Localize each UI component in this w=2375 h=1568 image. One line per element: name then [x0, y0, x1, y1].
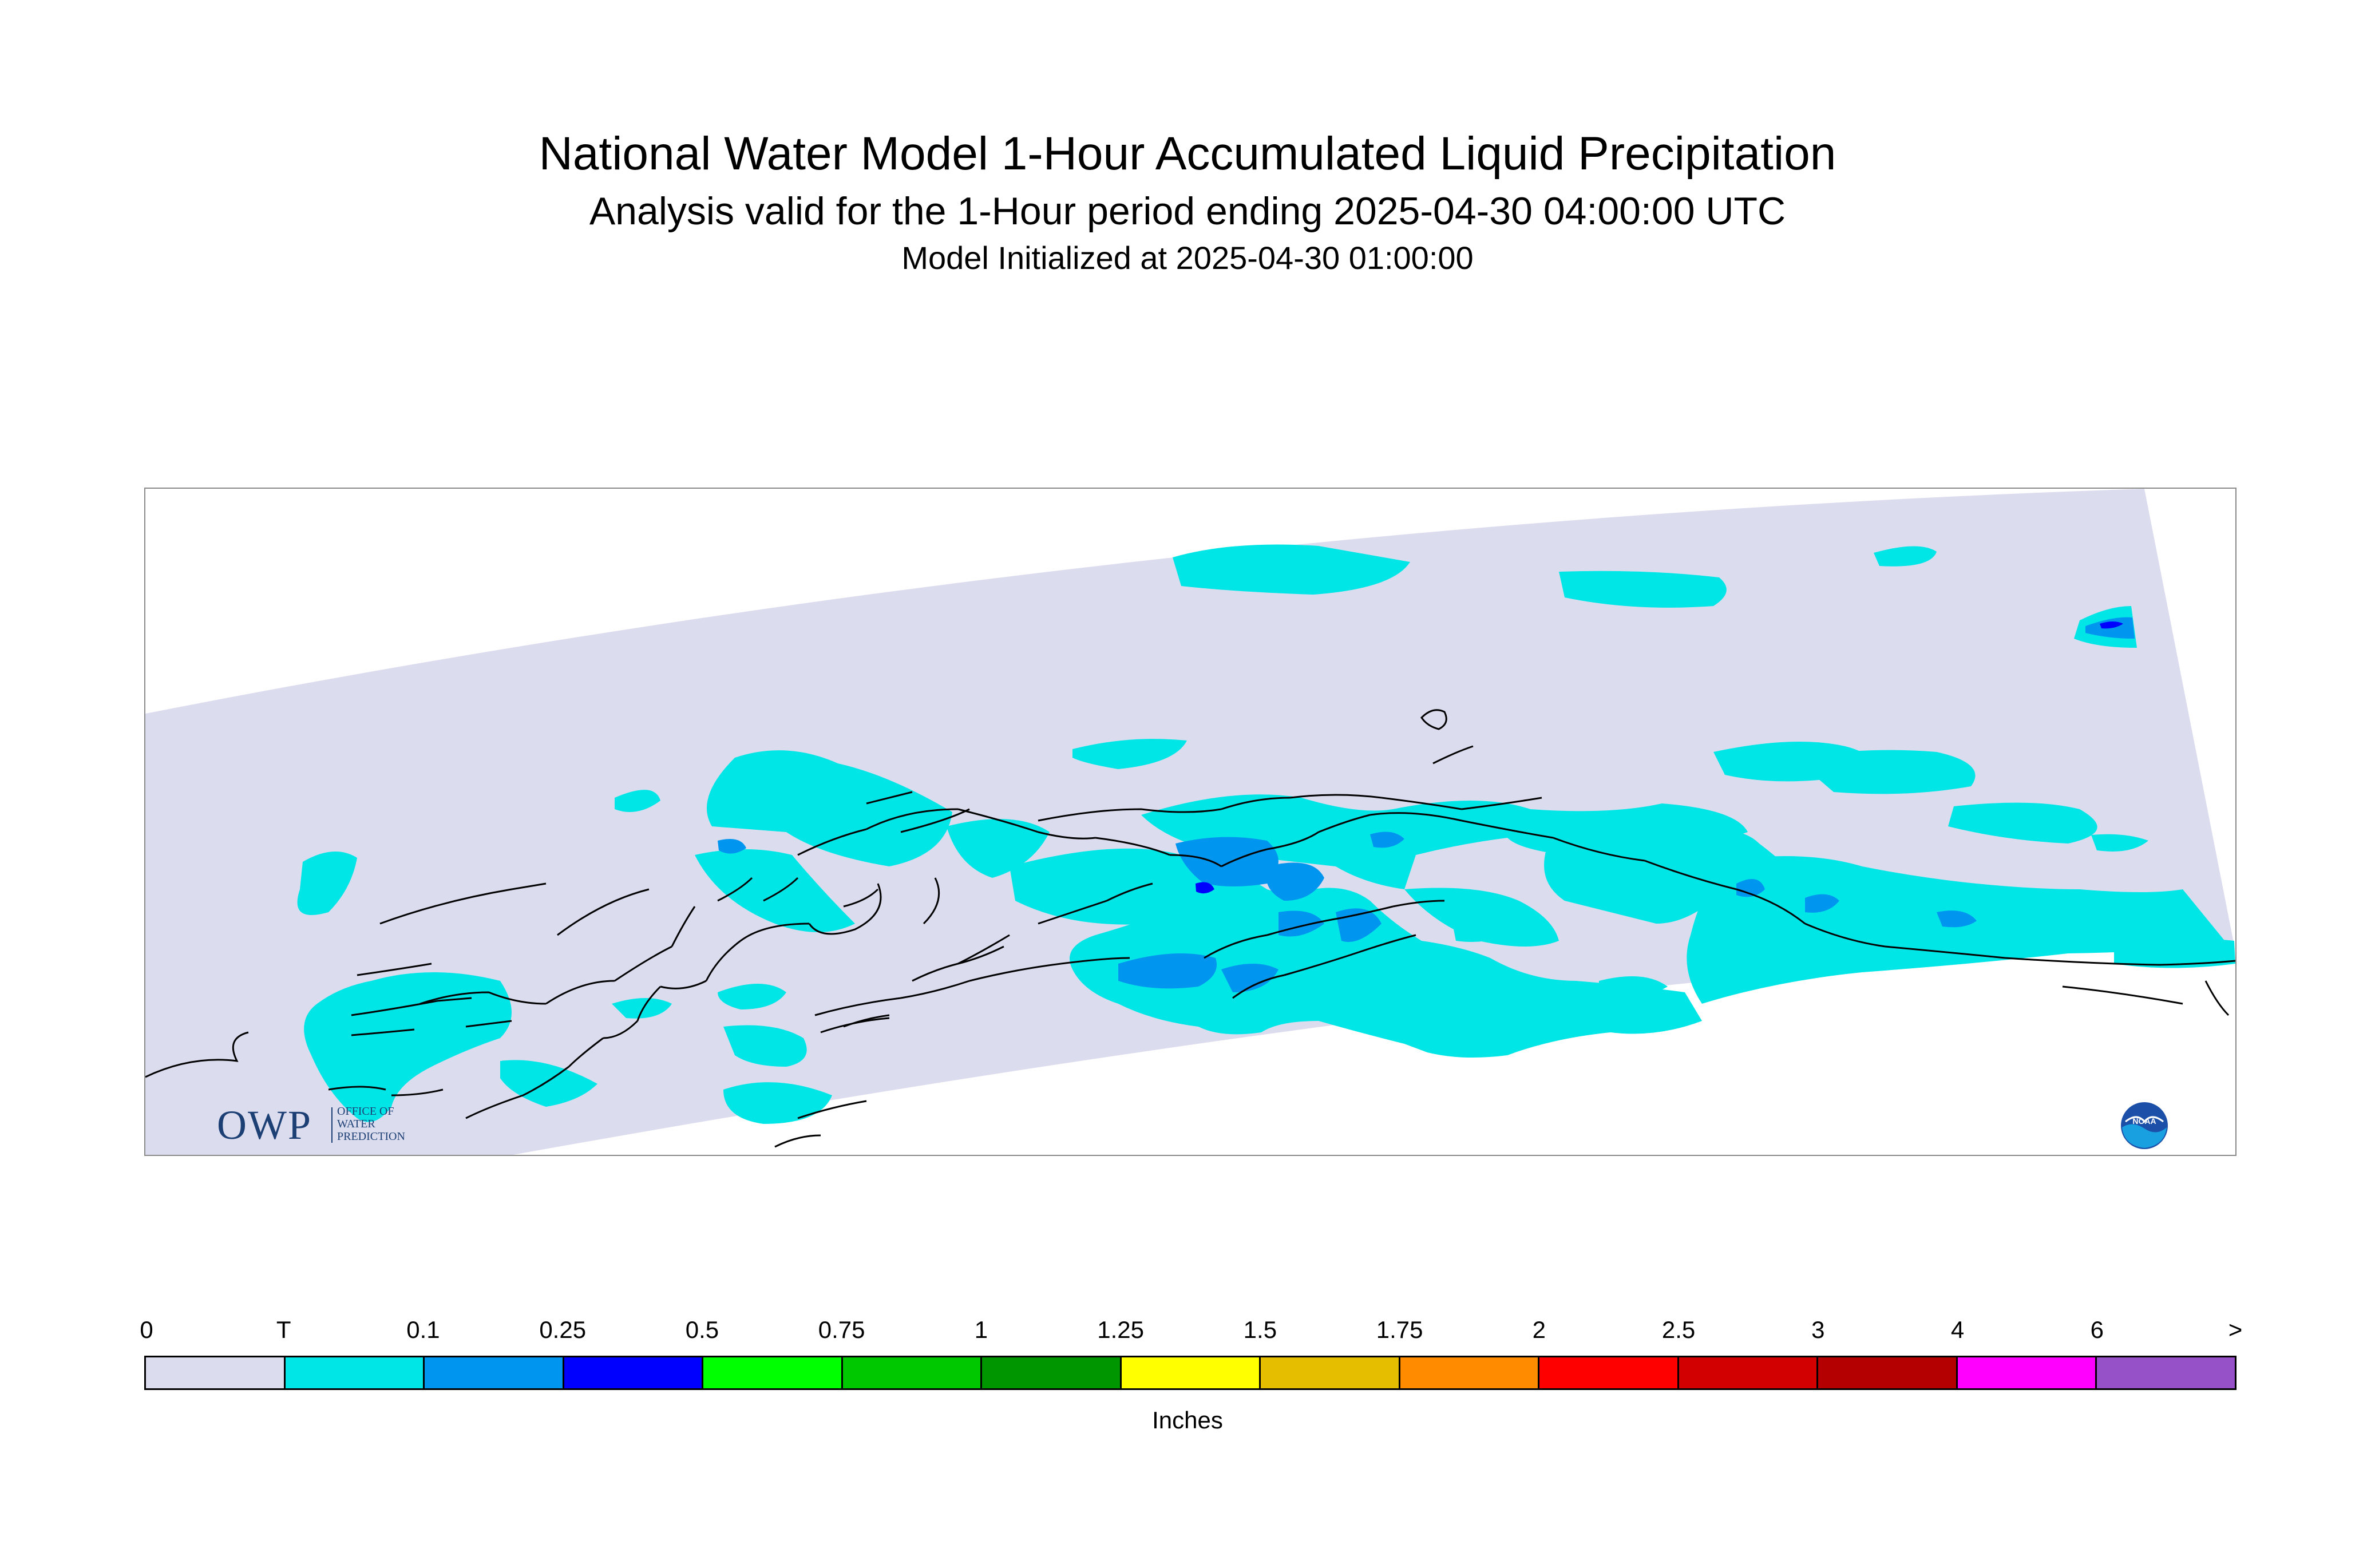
owp-line-3: PREDICTION [337, 1130, 405, 1143]
noaa-seal-icon: NOAA [2121, 1102, 2168, 1149]
colorbar-cell [146, 1357, 286, 1388]
owp-line-1: OFFICE OF [337, 1105, 394, 1118]
colorbar-tick-label: 0 [140, 1316, 153, 1343]
map-canvas [145, 489, 2235, 1155]
owp-divider [331, 1107, 332, 1143]
map-subtitle: Analysis valid for the 1-Hour period end… [589, 189, 1786, 233]
noaa-text: NOAA [2132, 1116, 2156, 1126]
colorbar-tick-label: > [2228, 1316, 2243, 1343]
colorbar-cell [425, 1357, 564, 1388]
colorbar-tick-label: 1.5 [1243, 1316, 1277, 1343]
colorbar-tick-label: 0.75 [818, 1316, 865, 1343]
colorbar-cell [1121, 1357, 1261, 1388]
colorbar-cell [285, 1357, 425, 1388]
colorbar [144, 1356, 2237, 1390]
colorbar-labels: 0 T 0.1 0.25 0.5 0.75 1 1.25 1.5 1.75 2 2.5 3 4 6 > [140, 1316, 2242, 1351]
colorbar-tick-label: 1.75 [1376, 1316, 1423, 1343]
map-title: National Water Model 1-Hour Accumulated … [539, 128, 1836, 180]
colorbar-tick-label: 1 [974, 1316, 988, 1343]
colorbar-cell [1539, 1357, 1679, 1388]
colorbar-cell [842, 1357, 983, 1388]
colorbar-cell [703, 1357, 843, 1388]
colorbar-tick-label: 3 [1811, 1316, 1825, 1343]
model-init-line: Model Initialized at 2025-04-30 01:00:00 [901, 240, 1474, 276]
colorbar-cell [564, 1357, 704, 1388]
colorbar-cell [1957, 1357, 2097, 1388]
colorbar-tick-label: 0.5 [685, 1316, 719, 1343]
colorbar-cell [1400, 1357, 1540, 1388]
precip-heavy-areas [1196, 621, 2123, 894]
owp-line-2: WATER [337, 1118, 375, 1130]
colorbar-tick-label: 6 [2090, 1316, 2104, 1343]
colorbar-tick-label: 0.1 [406, 1316, 440, 1343]
colorbar-cell [982, 1357, 1122, 1388]
colorbar-cell [1679, 1357, 1819, 1388]
colorbar-tick-label: 0.25 [539, 1316, 587, 1343]
colorbar-tick-label: 1.25 [1097, 1316, 1144, 1343]
colorbar-units: Inches [1152, 1407, 1223, 1434]
precipitation-map: OWP OFFICE OF WATER PREDICTION NOAA [144, 488, 2237, 1156]
precip-moderate-areas [718, 617, 2135, 992]
owp-letters: OWP [217, 1102, 312, 1148]
colorbar-tick-label: 4 [1950, 1316, 1965, 1343]
colorbar-tick-label: 2 [1532, 1316, 1546, 1343]
colorbar-tick-label: 2.5 [1661, 1316, 1696, 1343]
colorbar-cell [1818, 1357, 1958, 1388]
colorbar-tick-label: T [276, 1316, 291, 1343]
coastlines [145, 709, 2235, 1148]
colorbar-cell [1261, 1357, 1400, 1388]
colorbar-cell [2097, 1357, 2235, 1388]
